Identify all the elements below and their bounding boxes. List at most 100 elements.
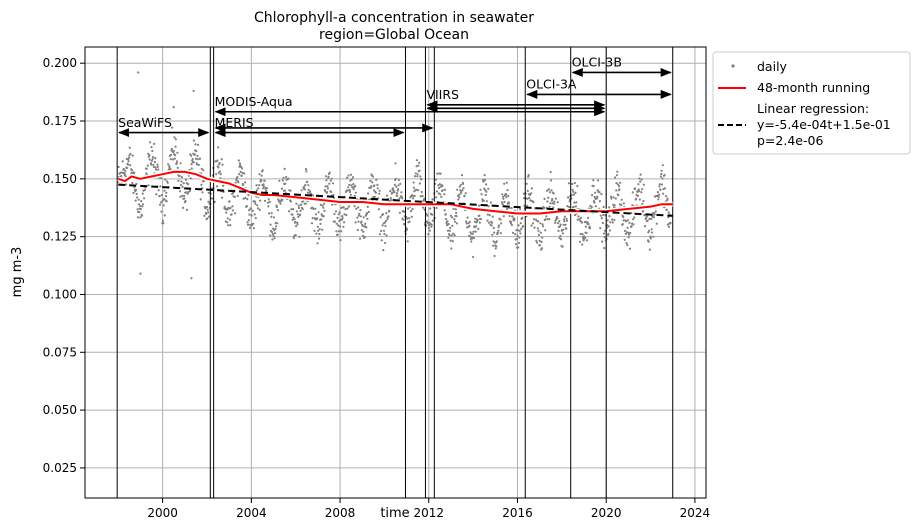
daily-point <box>251 209 254 212</box>
daily-point <box>518 236 521 239</box>
daily-point <box>227 224 230 227</box>
daily-point <box>190 167 193 170</box>
daily-point <box>292 236 295 240</box>
daily-point <box>250 214 253 217</box>
daily-point <box>391 191 394 194</box>
daily-point <box>661 177 664 180</box>
y-tick-label: 0.025 <box>43 461 77 475</box>
daily-point <box>666 197 669 200</box>
daily-point <box>185 191 188 194</box>
daily-point <box>154 157 157 160</box>
daily-point <box>472 255 475 259</box>
daily-point <box>273 237 276 240</box>
daily-point <box>276 222 279 225</box>
daily-point <box>631 191 634 194</box>
daily-point <box>640 178 643 181</box>
daily-point <box>231 205 234 208</box>
daily-point <box>505 196 508 199</box>
daily-point <box>530 224 533 227</box>
daily-point <box>371 175 375 178</box>
daily-point <box>321 228 324 231</box>
daily-point <box>316 217 319 220</box>
daily-point <box>341 215 344 218</box>
daily-point <box>252 222 255 225</box>
daily-point <box>283 167 286 170</box>
daily-point <box>411 208 414 211</box>
daily-point <box>348 183 351 186</box>
daily-point <box>299 213 302 216</box>
x-axis-label: time <box>380 506 409 521</box>
legend-daily-marker <box>731 64 735 68</box>
daily-point <box>254 202 257 205</box>
daily-point <box>623 229 627 232</box>
daily-point <box>324 190 327 193</box>
daily-point <box>470 240 473 243</box>
daily-point <box>550 179 553 182</box>
daily-point <box>574 205 578 208</box>
daily-point <box>428 229 431 232</box>
daily-point <box>373 184 376 187</box>
daily-point <box>139 216 142 219</box>
daily-point <box>477 204 481 207</box>
daily-point <box>584 236 587 239</box>
daily-point <box>441 184 444 187</box>
daily-point <box>455 222 458 225</box>
daily-point <box>275 205 278 209</box>
daily-point <box>206 208 209 211</box>
daily-point <box>507 194 510 197</box>
daily-point <box>188 189 192 192</box>
legend-daily-label: daily <box>757 59 788 74</box>
daily-point <box>492 226 495 230</box>
daily-point <box>593 195 596 199</box>
daily-point <box>333 220 336 223</box>
daily-point <box>657 195 660 198</box>
daily-point <box>159 176 162 180</box>
daily-point <box>482 199 485 202</box>
daily-point <box>395 192 399 195</box>
daily-point <box>635 197 638 200</box>
daily-point <box>143 188 146 192</box>
daily-point <box>503 182 506 185</box>
daily-point <box>411 195 414 198</box>
daily-point <box>271 238 274 241</box>
daily-point <box>588 225 591 228</box>
daily-point <box>650 231 654 234</box>
daily-point <box>538 239 541 242</box>
daily-point <box>389 196 392 200</box>
daily-point <box>330 190 333 194</box>
daily-point <box>467 222 470 225</box>
daily-point <box>180 176 183 179</box>
daily-point <box>525 182 528 185</box>
daily-point <box>281 198 284 201</box>
daily-point <box>403 210 406 213</box>
daily-point <box>170 147 173 150</box>
daily-point <box>195 163 199 166</box>
daily-point <box>620 203 623 206</box>
daily-point <box>163 214 166 217</box>
daily-point <box>556 217 559 220</box>
daily-point <box>650 217 653 221</box>
daily-point <box>448 233 451 237</box>
daily-point <box>352 183 355 186</box>
daily-point <box>407 207 410 210</box>
daily-point <box>603 246 606 250</box>
daily-point <box>493 231 496 234</box>
daily-point <box>659 175 663 178</box>
daily-point <box>149 141 152 144</box>
daily-point <box>153 160 156 164</box>
daily-point <box>648 229 651 232</box>
daily-point <box>425 220 428 223</box>
daily-point <box>384 224 387 228</box>
daily-point <box>526 204 529 207</box>
daily-point <box>346 176 349 179</box>
daily-point <box>219 173 222 176</box>
daily-point <box>297 206 301 210</box>
daily-point <box>500 201 504 204</box>
daily-point <box>413 194 416 197</box>
daily-point <box>545 215 548 218</box>
y-tick-label: 0.100 <box>43 287 77 301</box>
daily-point <box>190 163 193 166</box>
regression-series <box>118 183 673 217</box>
daily-point <box>489 201 492 204</box>
daily-point <box>252 227 255 230</box>
